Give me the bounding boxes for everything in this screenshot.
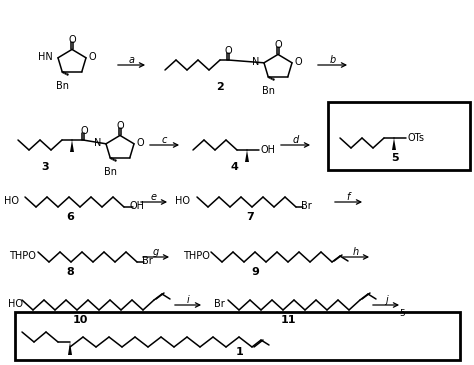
Bar xyxy=(328,102,470,170)
Text: Br: Br xyxy=(214,299,225,309)
Text: 7: 7 xyxy=(246,212,254,222)
Text: 4: 4 xyxy=(230,162,238,172)
Text: O: O xyxy=(80,126,88,136)
Text: f: f xyxy=(347,192,350,202)
Text: Bn: Bn xyxy=(262,86,275,96)
Polygon shape xyxy=(245,150,249,162)
Text: THPO: THPO xyxy=(183,251,210,261)
Text: O: O xyxy=(274,41,282,50)
Text: O: O xyxy=(294,57,302,67)
Text: 5: 5 xyxy=(391,153,399,163)
Text: i: i xyxy=(187,295,190,305)
Text: g: g xyxy=(153,247,159,257)
Text: h: h xyxy=(353,247,359,257)
Text: HO: HO xyxy=(3,196,18,206)
Text: N: N xyxy=(252,57,259,67)
Text: 5: 5 xyxy=(399,308,405,318)
Text: d: d xyxy=(292,135,299,145)
Text: O: O xyxy=(224,46,232,56)
Text: 11: 11 xyxy=(280,315,296,325)
Text: 1: 1 xyxy=(236,347,244,357)
Text: Br: Br xyxy=(142,256,152,266)
Text: THPO: THPO xyxy=(9,251,36,261)
Text: a: a xyxy=(128,55,135,65)
Text: O: O xyxy=(136,138,144,148)
Text: 9: 9 xyxy=(251,267,259,277)
Text: 10: 10 xyxy=(73,315,88,325)
Text: O: O xyxy=(88,52,96,62)
Text: e: e xyxy=(151,192,157,202)
Text: Br: Br xyxy=(301,201,311,211)
Text: HO: HO xyxy=(8,299,23,309)
Text: OH: OH xyxy=(129,201,145,211)
Text: Bn: Bn xyxy=(104,167,117,177)
Text: O: O xyxy=(68,35,76,45)
Bar xyxy=(15,312,460,360)
Text: HO: HO xyxy=(175,196,191,206)
Polygon shape xyxy=(70,140,74,152)
Text: 8: 8 xyxy=(66,267,74,277)
Text: c: c xyxy=(162,135,167,145)
Polygon shape xyxy=(68,342,72,355)
Text: j: j xyxy=(384,295,387,305)
Text: Bn: Bn xyxy=(56,81,69,91)
Text: OTs: OTs xyxy=(408,133,425,143)
Text: 3: 3 xyxy=(41,162,49,172)
Text: OH: OH xyxy=(261,145,275,155)
Text: N: N xyxy=(94,138,101,148)
Text: HN: HN xyxy=(38,52,53,62)
Text: 2: 2 xyxy=(216,82,224,92)
Polygon shape xyxy=(392,138,396,150)
Text: b: b xyxy=(329,55,336,65)
Text: O: O xyxy=(116,122,124,131)
Text: 6: 6 xyxy=(66,212,74,222)
